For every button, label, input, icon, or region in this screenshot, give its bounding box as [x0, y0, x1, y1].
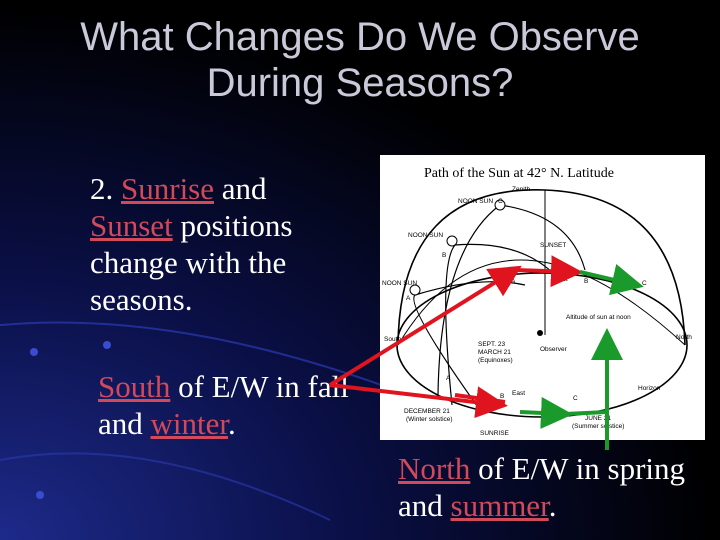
label-horizon: Horizon	[638, 385, 661, 392]
label-sunrise: SUNRISE	[480, 430, 510, 437]
label-noon-a: NOON SUN	[382, 280, 417, 287]
label-a-low: A	[446, 375, 451, 382]
label-summer-solstice: (Summer solstice)	[572, 423, 624, 430]
meridian	[397, 259, 686, 346]
diagram-title: Path of the Sun at 42° N. Latitude	[424, 166, 614, 181]
observer-point	[537, 330, 543, 336]
title-line-2: During Seasons?	[206, 61, 514, 105]
label-observer: Observer	[540, 346, 568, 353]
label-june: JUNE 21	[585, 415, 611, 422]
label-east: East	[512, 390, 525, 397]
summer-word: summer	[450, 488, 549, 523]
orbit-dot	[103, 341, 111, 349]
path-c	[437, 204, 586, 396]
label-noon-b: NOON SUN	[408, 232, 443, 239]
title-line-1: What Changes Do We Observe	[80, 15, 640, 59]
north-note: North of E/W in spring and summer.	[398, 451, 686, 523]
slide-title: What Changes Do We Observe During Season…	[0, 14, 720, 106]
label-equinox: (Equinoxes)	[478, 357, 513, 364]
noon-sun-b	[446, 235, 458, 247]
sun-path-diagram: Path of the Sun at 42° N. Latitude Zenit…	[380, 155, 705, 440]
orbit-dot	[36, 491, 44, 499]
label-b-left: B	[442, 252, 446, 259]
label-zenith: Zenith	[512, 186, 530, 193]
winter-word: winter	[150, 406, 229, 441]
label-noon-c: NOON SUN	[458, 198, 493, 205]
south-word: South	[98, 369, 171, 404]
arrow-red-to-sunrise-a	[329, 383, 508, 419]
noon-sun-c	[494, 199, 506, 211]
orbit-dot	[30, 348, 38, 356]
label-december: DECEMBER 21	[404, 408, 450, 415]
arrow-red-sunset-link	[514, 255, 583, 288]
sunset-word: Sunset	[90, 208, 173, 243]
arrow-green-sunrise	[564, 410, 608, 416]
label-altitude: Altitude of sun at noon	[566, 314, 631, 321]
sunrise-word: Sunrise	[121, 171, 214, 206]
label-south: South	[384, 336, 401, 343]
label-a-left: A	[406, 295, 411, 302]
south-note: South of E/W in fall and winter.	[98, 369, 349, 441]
arrow-green-sunrise-link	[519, 396, 573, 429]
label-c-right: C	[642, 280, 647, 287]
point-2-text: 2. Sunrise and Sunset positions change w…	[90, 171, 293, 317]
arrow-green-sunset	[579, 263, 644, 296]
north-word: North	[398, 451, 471, 486]
label-winter-solstice: (Winter solstice)	[406, 416, 453, 423]
label-b-mid: B	[584, 278, 588, 285]
label-march: MARCH 21	[478, 349, 511, 356]
label-c-low: C	[573, 395, 578, 402]
arrow-red-to-sunset-a	[328, 265, 522, 387]
label-sept: SEPT. 23	[478, 341, 505, 348]
noon-sun-a	[409, 284, 421, 296]
label-sunset: SUNSET	[540, 242, 566, 249]
arrow-red-sunrise-link	[454, 393, 506, 404]
label-north: North	[676, 334, 692, 341]
label-c-top: C	[498, 198, 503, 205]
